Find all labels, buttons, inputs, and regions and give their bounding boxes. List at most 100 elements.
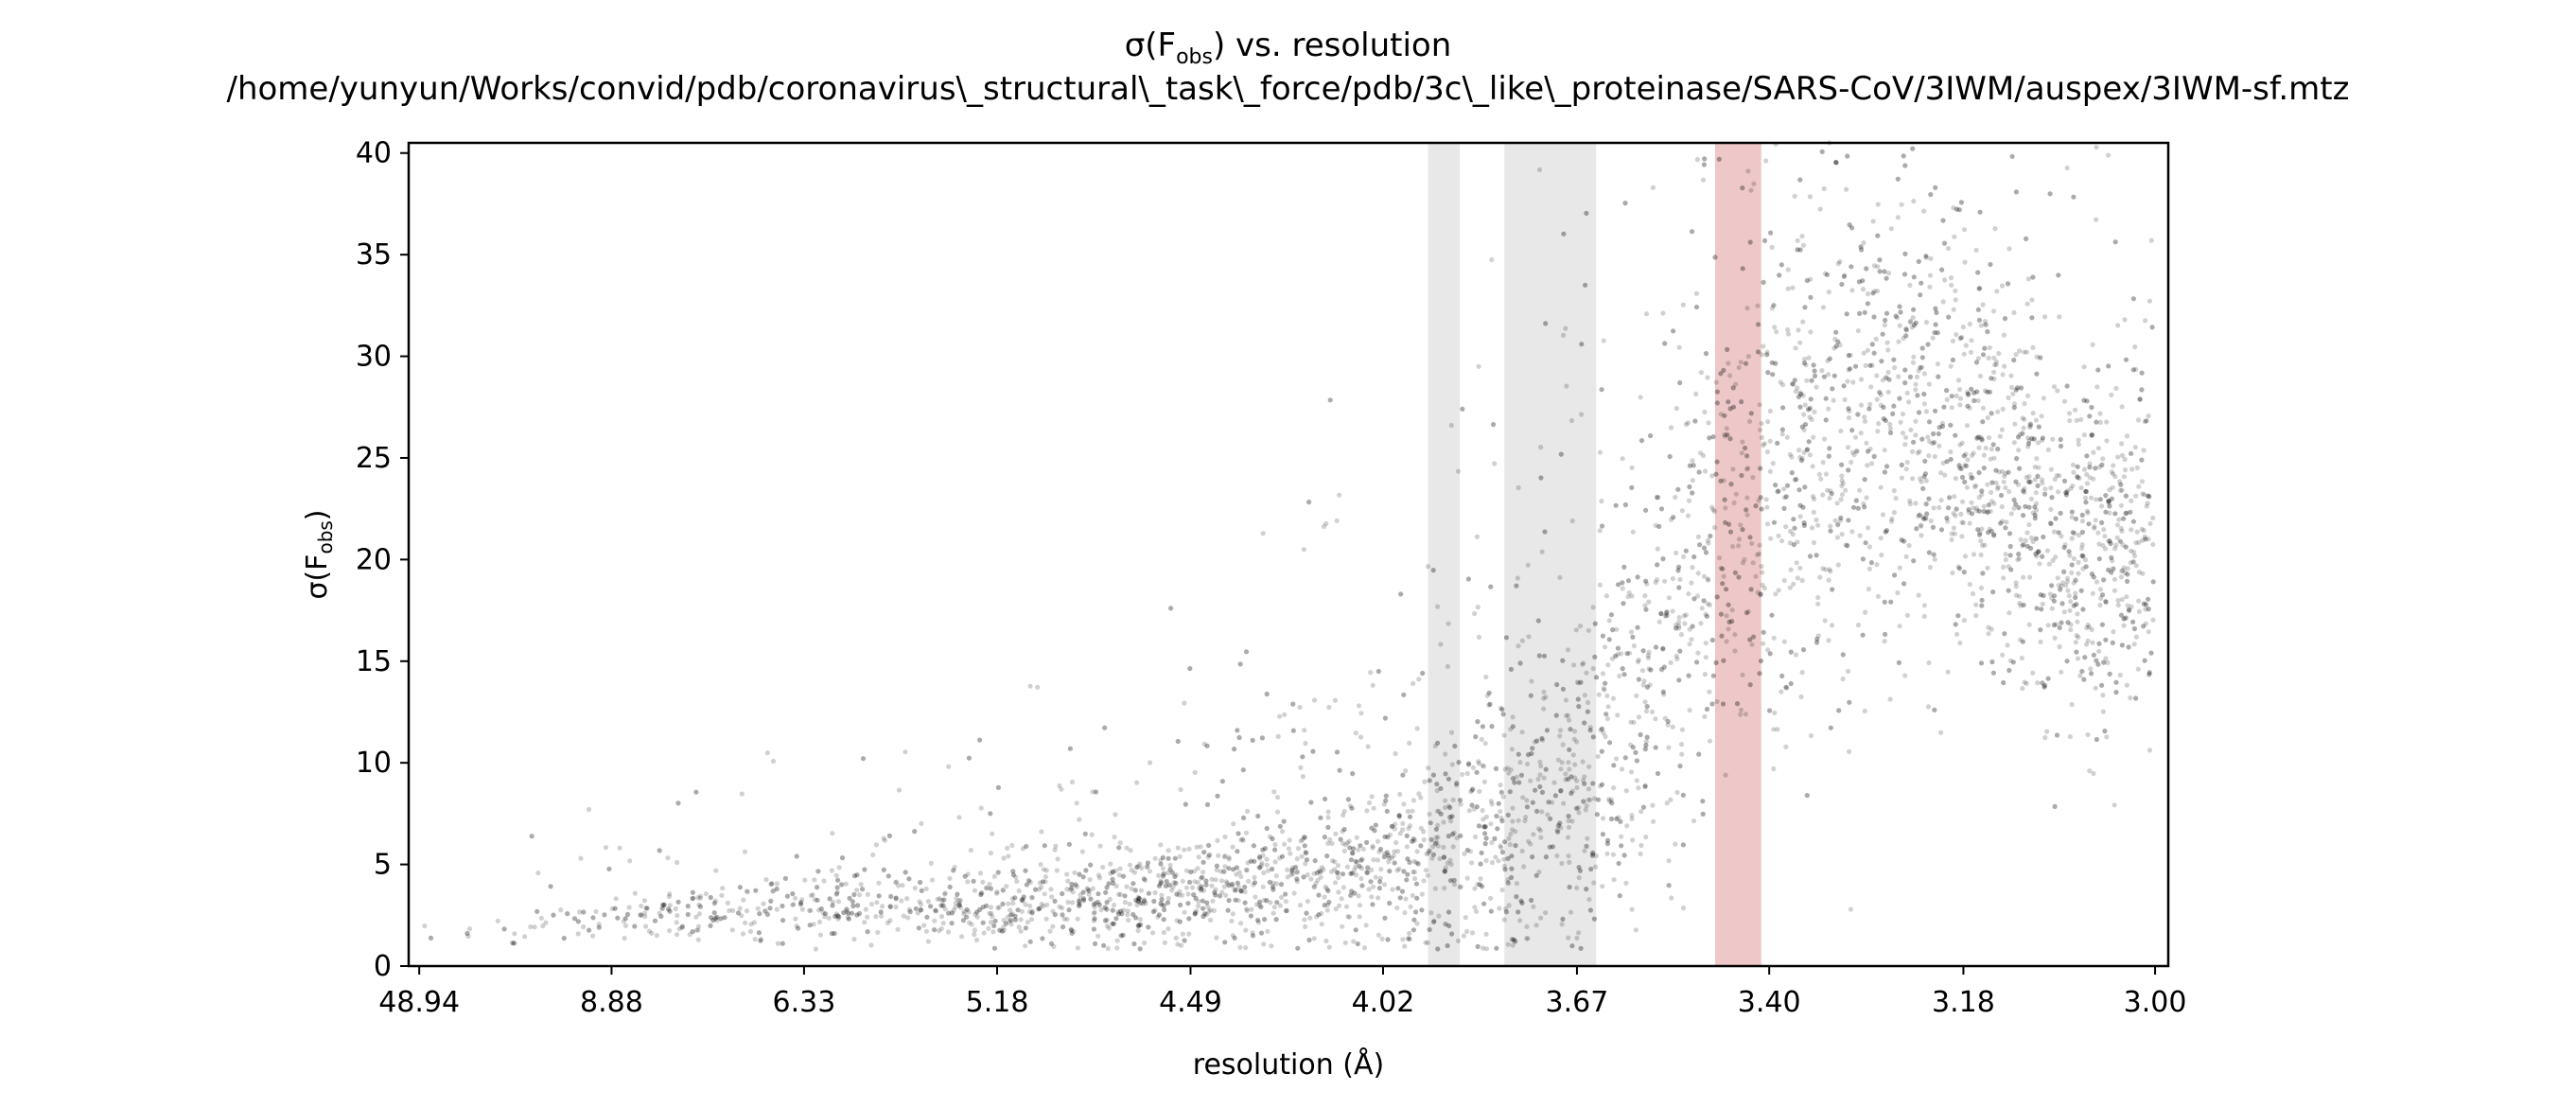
scatter-point xyxy=(2094,736,2099,743)
scatter-point xyxy=(1599,748,1604,754)
scatter-point xyxy=(1887,430,1894,435)
scatter-point xyxy=(1775,727,1780,732)
scatter-point xyxy=(1552,793,1558,799)
scatter-point xyxy=(1300,754,1306,760)
scatter-point xyxy=(1037,880,1043,886)
scatter-point xyxy=(1618,818,1623,824)
scatter-point xyxy=(1514,583,1519,589)
scatter-point xyxy=(1826,406,1831,412)
scatter-point xyxy=(1576,704,1582,710)
scatter-point xyxy=(2036,424,2042,430)
scatter-point xyxy=(1933,185,1938,190)
scatter-point xyxy=(1868,384,1874,390)
scatter-point xyxy=(714,914,720,920)
scatter-point xyxy=(2026,504,2032,510)
scatter-point xyxy=(1887,696,1893,702)
scatter-point xyxy=(1173,880,1179,887)
scatter-point xyxy=(932,918,938,923)
scatter-point xyxy=(2031,436,2037,442)
scatter-point xyxy=(1769,612,1775,618)
scatter-point xyxy=(2099,682,2105,688)
scatter-point xyxy=(1305,871,1310,878)
scatter-point xyxy=(2150,579,2156,585)
scatter-point xyxy=(2006,469,2011,475)
scatter-point xyxy=(1000,901,1006,907)
scatter-point xyxy=(973,937,979,943)
scatter-point xyxy=(953,900,959,906)
scatter-point xyxy=(1677,379,1683,386)
scatter-point xyxy=(977,737,983,743)
scatter-point xyxy=(1961,227,1968,233)
scatter-point xyxy=(1690,624,1695,629)
scatter-point xyxy=(1791,542,1796,548)
scatter-point xyxy=(1560,686,1566,692)
scatter-point xyxy=(1530,854,1535,860)
scatter-point xyxy=(1617,673,1622,679)
scatter-point xyxy=(902,870,908,875)
scatter-point xyxy=(1584,843,1589,850)
scatter-point xyxy=(886,833,893,839)
scatter-point xyxy=(1808,276,1814,282)
scatter-point xyxy=(2039,607,2044,612)
scatter-point xyxy=(1499,818,1505,824)
scatter-point xyxy=(1979,488,1985,494)
scatter-point xyxy=(1779,427,1785,432)
scatter-point xyxy=(1599,782,1605,787)
scatter-point xyxy=(1678,632,1684,638)
scatter-point xyxy=(1896,660,1901,666)
scatter-point xyxy=(1622,501,1628,508)
scatter-point xyxy=(780,941,785,946)
scatter-point xyxy=(956,903,963,908)
scatter-point xyxy=(906,906,912,912)
scatter-point xyxy=(1920,485,1926,492)
scatter-point xyxy=(1001,855,1007,861)
scatter-point xyxy=(1950,357,1955,362)
scatter-point xyxy=(1767,408,1773,413)
scatter-point xyxy=(1405,808,1411,815)
scatter-point xyxy=(1683,548,1689,554)
scatter-point xyxy=(2026,622,2032,627)
scatter-point xyxy=(2125,578,2130,585)
scatter-point xyxy=(1839,462,1845,467)
scatter-point xyxy=(1528,693,1533,698)
scatter-point xyxy=(1416,791,1422,797)
scatter-point xyxy=(1911,307,1917,312)
scatter-point xyxy=(2053,554,2059,560)
scatter-point xyxy=(622,923,629,929)
scatter-point xyxy=(1067,746,1073,751)
scatter-point xyxy=(1509,853,1515,859)
scatter-point xyxy=(1655,770,1661,777)
scatter-point xyxy=(942,891,948,897)
scatter-point xyxy=(1592,654,1598,660)
scatter-point xyxy=(1706,577,1711,583)
scatter-point xyxy=(1913,432,1919,438)
scatter-point xyxy=(1959,534,1965,539)
scatter-point xyxy=(2086,521,2092,527)
scatter-point xyxy=(1898,309,1903,315)
scatter-point xyxy=(1964,484,1970,490)
scatter-point xyxy=(1600,671,1605,677)
scatter-point xyxy=(1729,619,1735,624)
scatter-point xyxy=(464,930,470,937)
scatter-point xyxy=(1267,879,1272,886)
scatter-point xyxy=(1826,638,1831,643)
scatter-point xyxy=(2034,371,2040,377)
scatter-point xyxy=(1857,310,1863,316)
scatter-point xyxy=(1488,584,1494,589)
scatter-point xyxy=(1396,866,1402,871)
scatter-point xyxy=(654,933,659,939)
scatter-point xyxy=(1115,911,1122,917)
scatter-point xyxy=(1875,202,1881,207)
scatter-point xyxy=(1235,728,1240,733)
scatter-point xyxy=(879,913,885,919)
scatter-point xyxy=(1783,494,1789,500)
scatter-point xyxy=(1160,866,1165,871)
scatter-point xyxy=(1989,411,1995,416)
scatter-point xyxy=(1447,878,1454,884)
scatter-point xyxy=(685,904,691,909)
scatter-point xyxy=(1822,618,1828,624)
scatter-point xyxy=(1110,876,1115,883)
scatter-point xyxy=(965,879,971,885)
scatter-point xyxy=(687,932,692,938)
scatter-point xyxy=(1708,533,1713,539)
